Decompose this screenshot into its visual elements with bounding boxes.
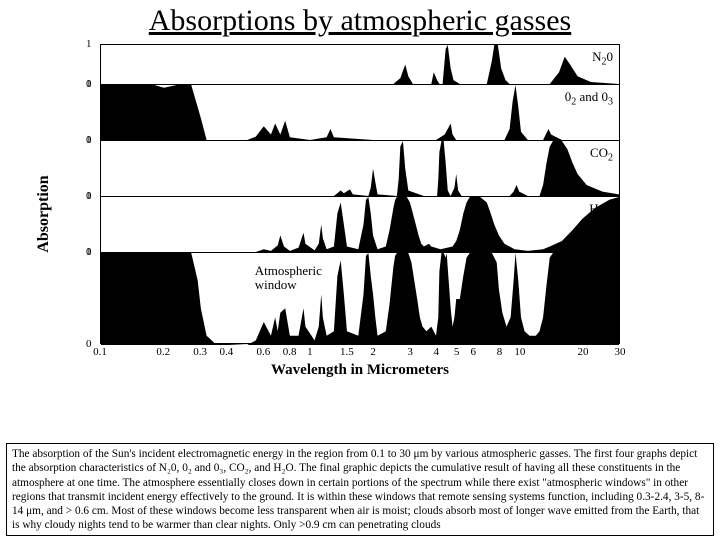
xtick: 0.2 [156,346,170,358]
panel-2: CO2 [101,141,619,197]
ytick: 1 [86,38,92,50]
ytick: 1 [86,190,92,202]
xtick: 5 [454,346,460,358]
xtick: 0.1 [93,346,107,358]
x-axis-label: Wavelength in Micrometers [100,362,620,379]
x-axis: 0.10.20.30.40.60.811.5234568102030 [100,346,620,362]
xtick: 1 [307,346,313,358]
ytick: 0 [86,338,92,350]
xtick: 20 [578,346,589,358]
panel-3: H2O [101,197,619,253]
xtick: 6 [471,346,477,358]
xtick: 4 [434,346,440,358]
xtick: 10 [514,346,525,358]
xtick: 8 [497,346,503,358]
gas-label-0: N20 [592,49,613,68]
panel-0: N20 [101,45,619,85]
annotation-1: close down [564,319,619,333]
chart-panels: N20 02 and 03 CO2 H2O Atmospheric window clos… [100,44,620,344]
annotation-0: Atmospheric window [255,264,322,291]
gas-label-2: CO2 [590,145,613,164]
panel-1: 02 and 03 [101,85,619,141]
chart-area: Absorption N2002 and 03CO2H2OAtmospheric… [50,44,670,384]
caption-text: The absorption of the Sun's incident ele… [6,443,714,536]
ytick: 1 [86,134,92,146]
xtick: 2 [370,346,376,358]
xtick: 0.8 [283,346,297,358]
gas-label-3: H2O [589,201,613,220]
xtick: 3 [407,346,413,358]
xtick: 30 [615,346,626,358]
xtick: 0.6 [256,346,270,358]
panel-4: Atmospheric window close down [101,253,619,345]
xtick: 0.3 [193,346,207,358]
page-title: Absorptions by atmospheric gasses [0,0,720,44]
xtick: 0.4 [220,346,234,358]
ytick: 1 [86,78,92,90]
xtick: 1.5 [340,346,354,358]
y-axis-label: Absorption [35,175,53,252]
ytick: 1 [86,246,92,258]
gas-label-1: 02 and 03 [565,89,613,108]
